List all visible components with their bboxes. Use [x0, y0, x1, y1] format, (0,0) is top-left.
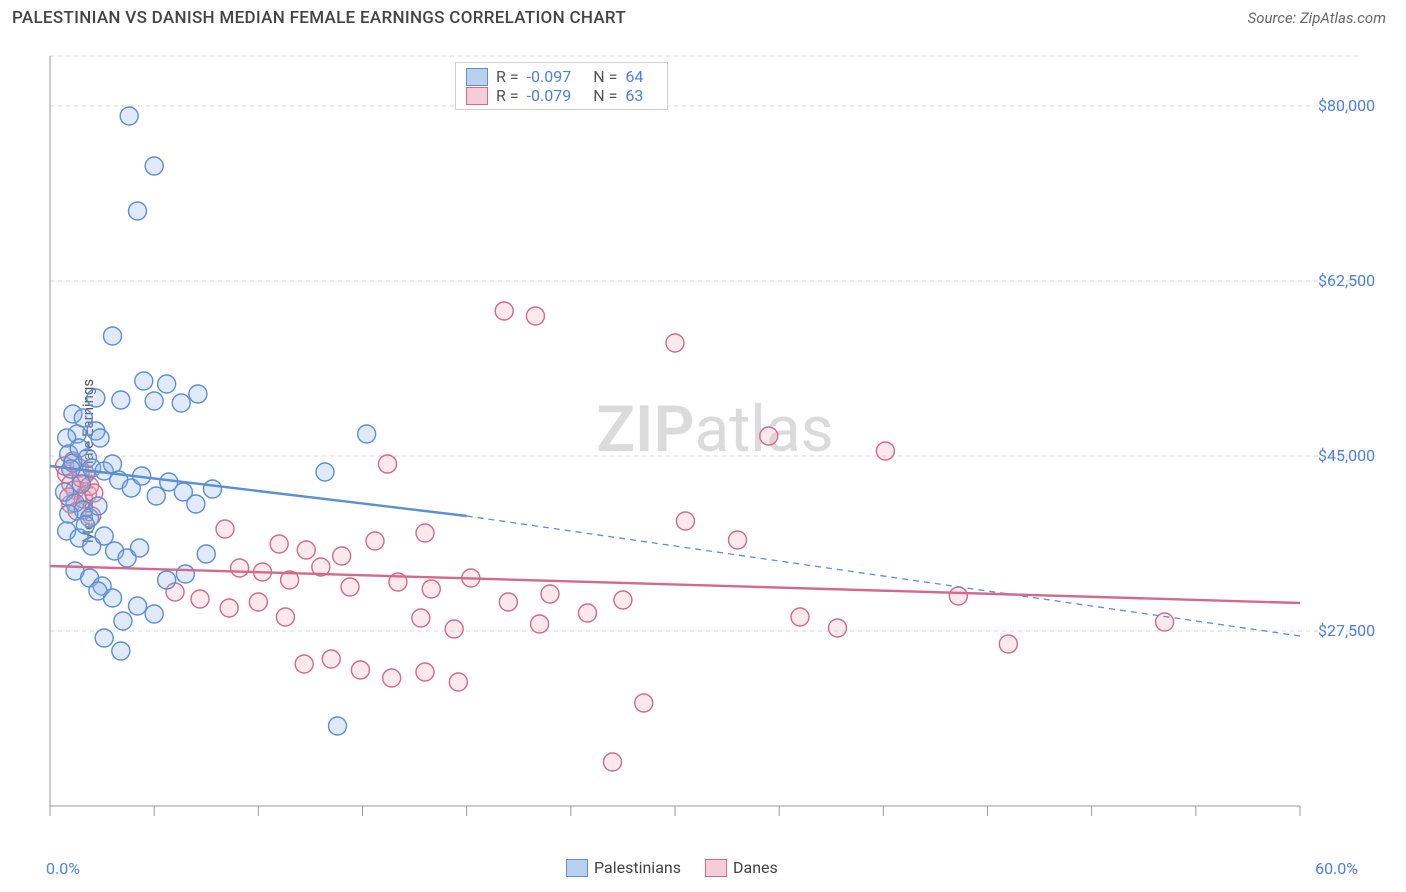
svg-text:ZIPatlas: ZIPatlas [596, 392, 833, 467]
n-value: 64 [625, 67, 643, 86]
svg-text:0.0%: 0.0% [46, 859, 80, 878]
chart-title: PALESTINIAN VS DANISH MEDIAN FEMALE EARN… [12, 8, 626, 28]
svg-text:$62,500: $62,500 [1318, 271, 1375, 290]
swatch-icon [466, 68, 488, 86]
legend-row-danes: R = -0.079 N = 63 [466, 86, 657, 105]
chart-header: PALESTINIAN VS DANISH MEDIAN FEMALE EARN… [0, 0, 1406, 36]
legend-label: Palestinians [594, 858, 681, 877]
n-value: 63 [625, 86, 643, 105]
swatch-icon [466, 87, 488, 105]
r-value: -0.079 [527, 86, 572, 105]
swatch-icon [705, 859, 727, 877]
r-value: -0.097 [527, 67, 572, 86]
svg-text:60.0%: 60.0% [1315, 859, 1358, 878]
chart-area: Median Female Earnings $27,500$45,000$62… [0, 36, 1406, 886]
chart-source: Source: ZipAtlas.com [1248, 9, 1386, 27]
scatter-plot-svg: $27,500 $45,000 $62,500 $80,000 0.0% 60.0% ZIP… [0, 36, 1406, 886]
svg-text:$27,500: $27,500 [1318, 621, 1375, 640]
legend-item-palestinians: Palestinians [566, 858, 681, 877]
legend-label: Danes [733, 858, 778, 877]
svg-text:$80,000: $80,000 [1318, 96, 1375, 115]
svg-text:$45,000: $45,000 [1318, 446, 1375, 465]
legend-row-palestinians: R = -0.097 N = 64 [466, 67, 657, 86]
series-legend: Palestinians Danes [566, 858, 778, 877]
correlation-legend: R = -0.097 N = 64 R = -0.079 N = 63 [455, 62, 668, 110]
swatch-icon [566, 859, 588, 877]
legend-item-danes: Danes [705, 858, 778, 877]
